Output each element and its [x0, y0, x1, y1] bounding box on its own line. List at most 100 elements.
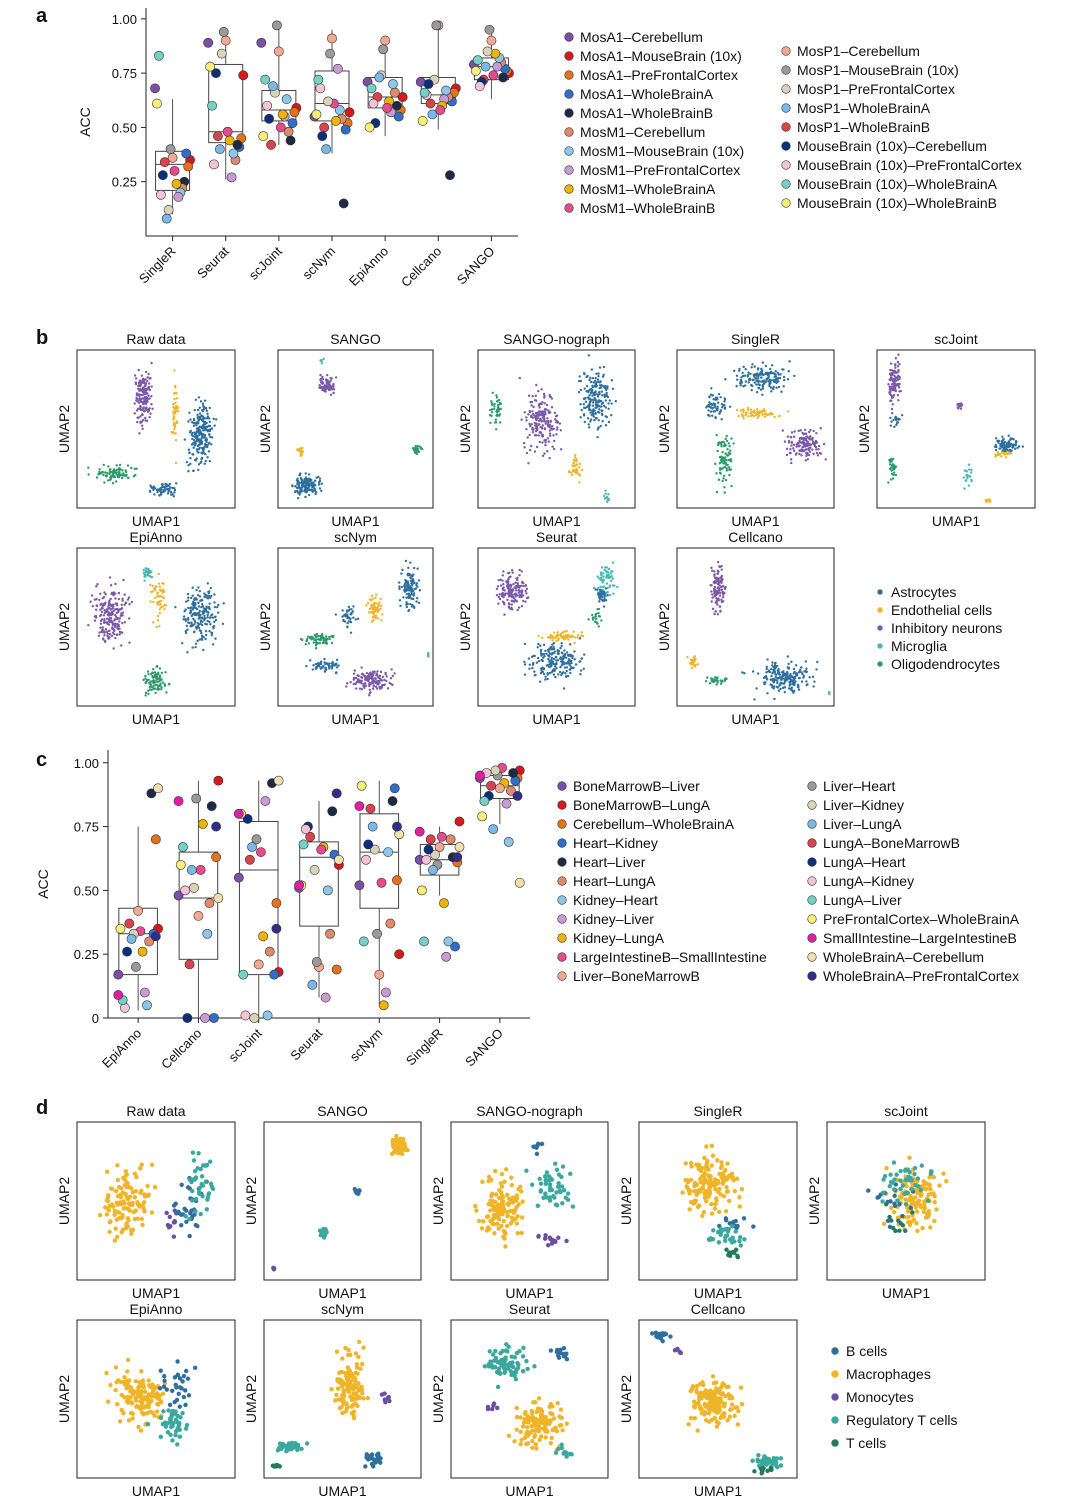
umap-point: [341, 609, 344, 612]
umap-point: [583, 397, 586, 401]
umap-point: [328, 637, 331, 641]
data-point: [260, 796, 271, 806]
umap-point: [895, 423, 898, 427]
umap-point: [770, 674, 773, 678]
umap-point: [724, 452, 727, 455]
umap-point: [133, 412, 136, 415]
umap-point: [800, 437, 804, 441]
x-axis-label: UMAP1: [132, 1285, 180, 1301]
umap-point: [592, 408, 595, 411]
umap-point: [611, 577, 615, 580]
umap-point: [366, 601, 370, 605]
data-point: [155, 189, 166, 200]
umap-point: [112, 593, 115, 597]
umap-point: [189, 606, 193, 609]
umap-point: [158, 585, 162, 588]
umap-point: [117, 625, 121, 628]
umap-point: [213, 605, 217, 609]
data-point: [512, 791, 523, 801]
data-point: [389, 87, 400, 98]
umap-point: [760, 376, 763, 379]
umap-point: [205, 623, 209, 626]
panel-label-c: c: [36, 749, 47, 771]
umap-point: [804, 428, 807, 431]
umap-point: [755, 390, 759, 394]
umap-point: [545, 420, 548, 423]
umap-point: [742, 411, 745, 414]
data-point: [238, 70, 249, 81]
umap-point: [378, 681, 381, 685]
umap-point: [747, 415, 750, 418]
umap-point: [307, 473, 311, 476]
umap-point: [327, 666, 331, 669]
umap-point: [1005, 448, 1009, 451]
umap-point: [321, 382, 324, 385]
umap-point: [599, 380, 602, 383]
data-point: [322, 885, 333, 896]
umap-point: [789, 673, 792, 676]
umap-point: [579, 669, 583, 672]
umap-point: [889, 424, 892, 427]
umap-point: [560, 672, 564, 675]
umap-point: [569, 671, 572, 675]
umap-point: [174, 438, 178, 442]
umap-point: [778, 414, 781, 418]
umap-point: [352, 616, 355, 619]
umap-point: [739, 378, 743, 382]
umap-point: [132, 1171, 138, 1176]
umap-point: [114, 582, 117, 586]
umap-point: [590, 368, 594, 371]
umap-point: [756, 372, 759, 376]
umap-point: [107, 637, 110, 640]
data-point: [327, 806, 338, 817]
umap-point: [718, 594, 722, 597]
umap-point: [319, 359, 322, 362]
umap-point: [370, 603, 373, 607]
umap-point: [372, 684, 375, 687]
umap-point: [379, 604, 383, 608]
umap-point: [210, 634, 214, 637]
umap-point: [812, 685, 815, 688]
umap-point: [400, 572, 403, 575]
umap-point: [206, 613, 209, 617]
umap-point: [600, 409, 604, 412]
umap-point: [889, 416, 892, 420]
data-point: [436, 831, 447, 842]
umap-point: [142, 1209, 147, 1214]
umap-point: [379, 687, 382, 690]
umap-point: [596, 607, 599, 611]
umap-point: [371, 687, 375, 690]
umap-point: [394, 1133, 399, 1139]
umap-point: [546, 437, 550, 440]
umap-point: [196, 420, 199, 424]
legend-swatch: [877, 661, 883, 667]
umap-point: [897, 399, 900, 402]
data-point: [366, 83, 377, 94]
umap-point: [759, 388, 763, 391]
umap-point: [546, 636, 550, 639]
legend-label: PreFrontalCortex–WholeBrainA: [823, 911, 1020, 927]
umap-point: [211, 616, 215, 619]
umap-point: [325, 635, 328, 638]
umap-point: [152, 600, 155, 604]
umap-point: [490, 400, 493, 403]
umap-point: [900, 413, 904, 417]
umap-point: [319, 373, 322, 377]
legend-swatch: [807, 914, 817, 924]
umap-point: [720, 588, 724, 591]
umap-point: [525, 419, 528, 422]
umap-point: [790, 440, 793, 444]
legend-label: SmallIntestine–LargeIntestineB: [823, 930, 1017, 946]
umap-point: [797, 445, 801, 448]
umap-point: [894, 366, 897, 369]
umap-point: [710, 600, 713, 603]
data-point: [364, 122, 375, 133]
umap-point: [797, 688, 801, 691]
umap-point: [93, 619, 97, 622]
umap-point: [152, 485, 155, 488]
umap-point: [894, 389, 897, 393]
data-point: [186, 865, 197, 875]
umap-point: [153, 596, 157, 600]
data-point: [271, 923, 282, 934]
umap-point: [414, 447, 417, 450]
